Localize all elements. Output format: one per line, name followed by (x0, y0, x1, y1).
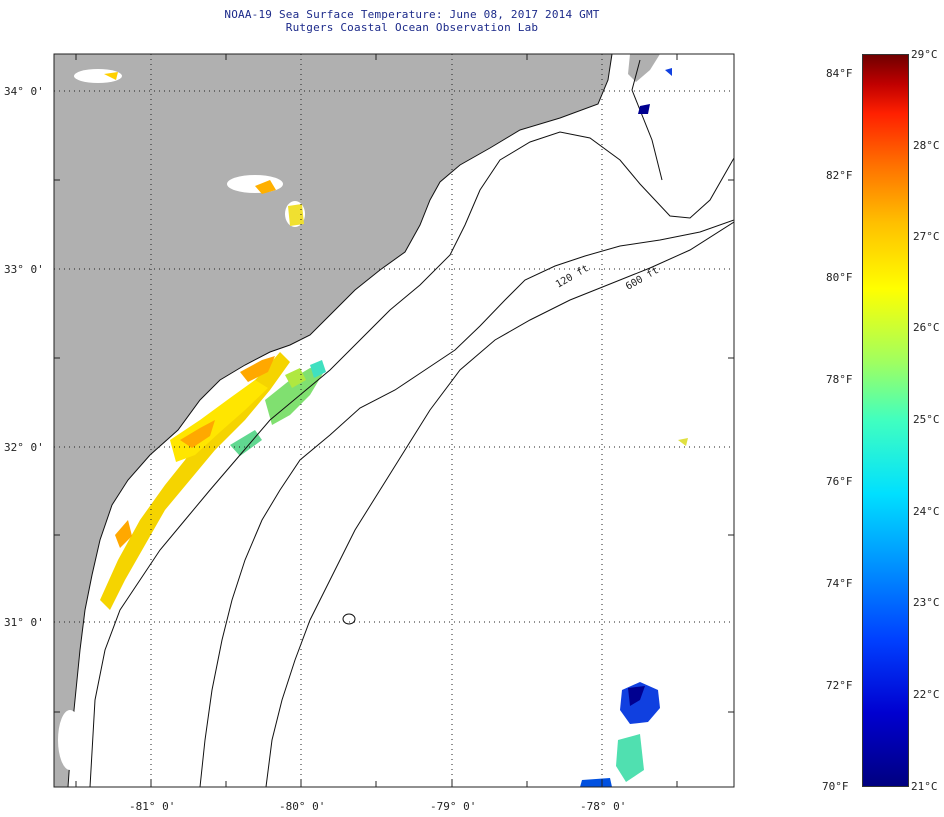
colorbar-f-78: 78°F (826, 373, 853, 386)
colorbar-f-80: 80°F (826, 271, 853, 284)
colorbar-c-28: 28°C (913, 139, 940, 152)
colorbar-c-21: 21°C (911, 780, 938, 793)
isobath-600ft (265, 221, 734, 787)
colorbar-c-26: 26°C (913, 321, 940, 334)
sst-cold-patches (580, 68, 688, 787)
colorbar-f-84: 84°F (826, 67, 853, 80)
sst-mid-patches (230, 360, 326, 456)
seamount-contour (342, 613, 356, 625)
map-title: NOAA-19 Sea Surface Temperature: June 08… (224, 8, 600, 21)
lat-label-33: 33° 0' (4, 263, 44, 276)
graticule (54, 54, 734, 787)
lat-label-34: 34° 0' (4, 85, 44, 98)
colorbar-c-27: 27°C (913, 230, 940, 243)
lon-label-81: -81° 0' (129, 800, 176, 813)
map-subtitle: Rutgers Coastal Ocean Observation Lab (285, 21, 539, 34)
colorbar-f-72: 72°F (826, 679, 853, 692)
temperature-colorbar (862, 54, 909, 787)
lon-label-78: -78° 0' (580, 800, 627, 813)
colorbar-c-24: 24°C (913, 505, 940, 518)
colorbar-f-70: 70°F (822, 780, 849, 793)
isobath-120ft (199, 219, 734, 787)
colorbar-f-82: 82°F (826, 169, 853, 182)
colorbar-c-23: 23°C (913, 596, 940, 609)
isobath-inner (89, 131, 734, 787)
colorbar-f-74: 74°F (826, 577, 853, 590)
axis-ticks (54, 54, 734, 787)
land-mass (54, 54, 612, 787)
colorbar-c-25: 25°C (913, 413, 940, 426)
colorbar-c-22: 22°C (913, 688, 940, 701)
lat-label-31: 31° 0' (4, 616, 44, 629)
map-frame (53, 53, 735, 788)
lat-label-32: 32° 0' (4, 441, 44, 454)
lon-label-80: -80° 0' (279, 800, 326, 813)
colorbar-f-76: 76°F (826, 475, 853, 488)
sst-warm-patches (100, 72, 304, 610)
lon-label-79: -79° 0' (430, 800, 477, 813)
colorbar-c-29: 29°C (911, 48, 938, 61)
coastline (67, 54, 613, 787)
